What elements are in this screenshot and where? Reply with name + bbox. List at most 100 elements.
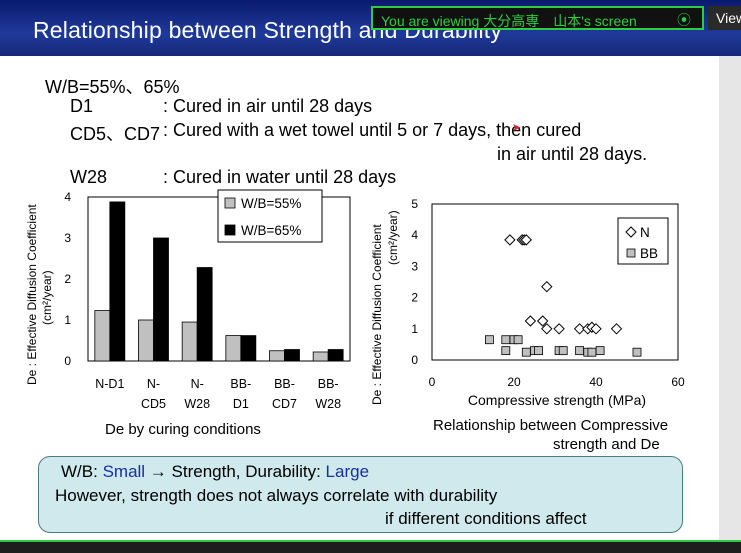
bar-category-label: N- (191, 377, 204, 391)
scatter-point-BB (558, 346, 568, 356)
bar-W/B=65%-0 (109, 201, 126, 362)
scatter-point-BB (534, 346, 544, 356)
scatter-ytick: 4 (411, 228, 418, 242)
scatter-point-BB (595, 346, 605, 356)
summary-line-2: However, strength does not always correl… (55, 486, 498, 505)
bar-W/B=55%-5 (312, 351, 329, 362)
bar-W/B=55%-1 (138, 319, 154, 362)
d1-code: D1 (70, 96, 94, 116)
slide: Relationship between Strength and Durabi… (0, 0, 741, 540)
bar-legend-swatch (224, 224, 236, 236)
scatter-ytick: 0 (411, 353, 418, 367)
bar-category-label-2: W28 (315, 397, 341, 411)
scatter-point-N (520, 234, 533, 246)
bar-ylabel-line1: De : Effective Diffusion Coefficient (25, 204, 39, 385)
bar-W/B=65%-3 (240, 335, 257, 362)
summary-line-3: if different conditions affect (385, 509, 587, 528)
summary-mid: → Strength, Durability: (145, 462, 326, 481)
d1-desc: : Cured in air until 28 days (163, 96, 373, 116)
scatter-point-N (553, 323, 565, 335)
w28-desc: : Cured in water until 28 days (163, 167, 397, 187)
pointer-cursor-icon: ➤ (512, 122, 522, 134)
bar-category-label-2: D1 (233, 397, 249, 411)
bar-category-label: N- (147, 377, 160, 391)
scatter-point-N (541, 323, 553, 335)
bar-W/B=55%-4 (269, 350, 285, 362)
bar-chart: 0 1 2 3 4 N-D1 N- CD5 N- W28 BB- D1 BB- CD7 BB- W28 W/B=… (64, 189, 351, 411)
scatter-ylabel-unit: (cm²/year) (386, 210, 400, 265)
bar-legend: W/B=55% W/B=65% (217, 189, 323, 243)
cd-desc: : Cured with a wet towel until 5 or 7 da… (163, 120, 582, 140)
scatter-chart: 0 1 2 3 4 5 0 20 40 60 Compressive strength (MPa) N… (411, 197, 685, 408)
bottom-bar (0, 540, 741, 553)
bar-ytick: 2 (64, 272, 71, 286)
bar-category-label: BB- (274, 377, 295, 391)
bar-legend-label: W/B=65% (241, 223, 301, 238)
bar-legend-swatch (224, 197, 236, 209)
summary-small: Small (102, 462, 146, 481)
bar-legend-label: W/B=55% (241, 196, 301, 211)
cd-code: CD5、CD7 (70, 124, 161, 144)
scatter-point-BB (521, 347, 531, 357)
bar-ylabel: De : Effective Diffusion Coefficient (25, 204, 39, 385)
scatter-ytick: 3 (411, 259, 418, 273)
summary-large: Large (325, 462, 370, 481)
scatter-xtick: 60 (671, 375, 685, 389)
summary-line-1: W/B: Small → Strength, Durability: Large (61, 462, 369, 482)
scatter-point-N (541, 280, 553, 293)
bar-ytick: 0 (64, 354, 71, 368)
bar-W/B=65%-1 (153, 237, 169, 362)
bar-category-label: BB- (230, 377, 251, 391)
side-strip (719, 56, 741, 540)
scatter-point-BB (501, 346, 511, 356)
summary-box: W/B: Small → Strength, Durability: Large… (38, 456, 683, 533)
scatter-ylabel-line2: (cm²/year) (386, 210, 400, 265)
bar-category-label-2: W28 (184, 397, 210, 411)
scatter-caption-1: Relationship between Compressive (433, 417, 669, 434)
bar-category-label-2: CD7 (272, 397, 297, 411)
bar-W/B=65%-4 (284, 349, 300, 362)
bar-ytick: 3 (64, 231, 71, 245)
screen-share-text: You are viewing 大分高専 山本's screen (381, 13, 637, 29)
bar-category-label: N-D1 (95, 377, 124, 391)
scatter-xlabel: Compressive strength (MPa) (468, 392, 646, 408)
bar-ytick: 1 (64, 313, 71, 327)
bar-W/B=55%-2 (181, 321, 198, 362)
scatter-xtick: 20 (507, 375, 521, 389)
scatter-point-N (504, 234, 516, 246)
scatter-xtick: 40 (589, 375, 603, 389)
scatter-caption-2: strength and De (553, 436, 660, 453)
scatter-legend-box (617, 217, 669, 265)
bar-category-label-2: CD5 (141, 397, 166, 411)
scatter-point-N (610, 323, 623, 335)
record-icon[interactable]: ⦿ (677, 12, 691, 28)
scatter-point-BB (513, 335, 523, 345)
bar-category-label: BB- (318, 377, 339, 391)
bar-caption: De by curing conditions (105, 421, 261, 438)
summary-prefix: W/B: (61, 462, 103, 481)
scatter-point-N (536, 315, 549, 327)
bar-W/B=65%-5 (327, 349, 344, 362)
scatter-ylabel-line1: De : Effective Diffusion Coefficient (370, 224, 384, 405)
scatter-point-BB (587, 347, 597, 357)
scatter-legend-marker (626, 248, 636, 258)
bar-W/B=65%-2 (196, 267, 213, 362)
scatter-ytick: 2 (411, 291, 418, 305)
scatter-legend: N BB (617, 217, 669, 265)
screen-share-banner[interactable]: You are viewing 大分高専 山本's screen ⦿ (371, 6, 704, 30)
bar-W/B=55%-3 (225, 335, 242, 362)
scatter-point-N (524, 315, 537, 327)
scatter-ytick: 1 (411, 322, 418, 336)
scatter-point-BB (575, 346, 585, 356)
scatter-ylabel: De : Effective Diffusion Coefficient (370, 224, 384, 405)
scatter-ytick: 5 (411, 197, 418, 211)
scatter-legend-marker (625, 226, 637, 238)
bar-ytick: 4 (64, 190, 71, 204)
view-options-button[interactable]: View (708, 6, 741, 30)
cd-desc-2: in air until 28 days. (497, 144, 648, 164)
scatter-xtick: 0 (429, 375, 436, 389)
scatter-point-N (590, 323, 602, 335)
scatter-point-BB (632, 347, 642, 357)
wb-line: W/B=55%、65% (45, 77, 180, 97)
scatter-legend-label: N (640, 225, 650, 240)
